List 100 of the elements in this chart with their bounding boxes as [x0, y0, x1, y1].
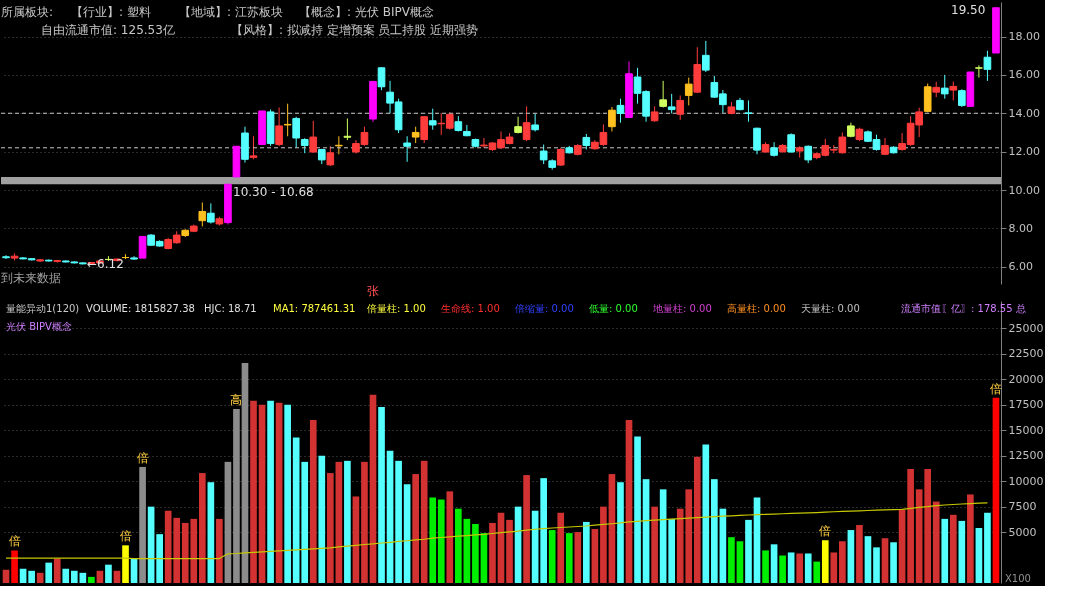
data-label: 高: [230, 392, 243, 407]
candlestick: [659, 80, 667, 109]
bar: [984, 512, 991, 583]
annotation: 倍量柱: 1.00: [367, 303, 426, 314]
annotation: HJC: 18.71: [204, 303, 257, 314]
y-tick-label: 6.00: [1008, 260, 1033, 274]
bar: [813, 561, 821, 583]
y-tick-label: 18.00: [1008, 30, 1040, 44]
annotation: 生命线: 1.00: [441, 303, 500, 314]
candlestick: [420, 116, 429, 144]
bar: [11, 550, 18, 583]
annotation: VOLUME: 1815827.38: [86, 303, 195, 314]
annotation: 地量柱: 0.00: [652, 303, 712, 314]
bar: [736, 541, 744, 583]
annotation: 到未来数据: [1, 271, 61, 285]
bar: [105, 564, 112, 583]
bar: [873, 547, 880, 583]
annotation: ←6.12: [87, 257, 124, 272]
candlestick: [667, 93, 676, 114]
bar: [668, 518, 676, 583]
y-tick-label: 8.00: [1008, 221, 1033, 235]
y-tick-label: 10000: [1008, 474, 1044, 488]
data-label: 倍: [8, 534, 21, 549]
bar: [762, 550, 769, 583]
bar: [779, 555, 786, 583]
annotation: 【风格】: 拟减持 定增预案 员工持股 近期强势: [231, 23, 479, 37]
candlestick: [403, 135, 411, 163]
bar: [446, 491, 454, 583]
y-tick-label: 14.00: [1008, 106, 1040, 120]
bar: [804, 553, 812, 583]
bar: [617, 482, 624, 583]
bar: [967, 494, 974, 583]
bar: [472, 523, 479, 583]
bar: [821, 540, 829, 583]
bar: [139, 466, 146, 583]
bar: [711, 479, 718, 583]
bar: [216, 518, 223, 583]
data-label: 倍: [989, 381, 1002, 396]
candlestick: [983, 50, 992, 82]
band-label: 10.30 - 10.68: [233, 185, 314, 200]
bar: [70, 570, 78, 583]
candlestick: [249, 135, 258, 160]
bar: [557, 512, 565, 583]
bar: [949, 514, 957, 583]
candlestick: [531, 112, 539, 132]
candlestick: [744, 99, 753, 123]
candlestick: [343, 117, 352, 141]
annotation: 张: [367, 284, 379, 298]
data-label: 倍: [819, 524, 832, 539]
y-tick-label: 7500: [1008, 500, 1037, 514]
candlestick: [138, 235, 147, 259]
bar: [420, 460, 428, 583]
candlestick: [753, 127, 761, 155]
bar: [839, 541, 846, 583]
bar: [267, 400, 274, 583]
bar: [88, 576, 95, 583]
bar: [156, 534, 163, 583]
candlestick: [684, 77, 693, 106]
bar: [250, 400, 257, 583]
bar: [890, 542, 897, 583]
bar: [233, 408, 240, 583]
y-tick-label: 16.00: [1008, 68, 1040, 82]
candlestick: [608, 106, 616, 132]
bar: [847, 530, 855, 583]
candlestick: [428, 108, 437, 131]
bar: [693, 456, 701, 583]
candlestick: [207, 202, 215, 225]
y-tick-label: 25000: [1008, 321, 1044, 335]
bar: [651, 506, 658, 583]
bar: [864, 536, 872, 583]
bar: [915, 489, 923, 583]
candlestick: [283, 103, 292, 137]
candlestick: [2, 254, 10, 260]
y-tick-label: 12.00: [1008, 145, 1040, 159]
bar: [489, 522, 496, 583]
bar: [455, 508, 462, 583]
bar: [898, 509, 906, 583]
bar: [540, 478, 547, 583]
candlestick: [975, 64, 983, 79]
bar: [583, 521, 590, 583]
bar: [198, 473, 206, 583]
bar: [506, 519, 513, 583]
bar: [830, 552, 838, 583]
y-tick-label: 17500: [1008, 398, 1044, 412]
y-tick-label: 20000: [1008, 372, 1044, 386]
bar: [924, 468, 932, 583]
y-tick-label: 15000: [1008, 423, 1044, 437]
candlestick: [377, 66, 386, 91]
candlestick: [940, 74, 949, 100]
bar: [412, 474, 419, 583]
bar: [437, 499, 445, 583]
bar: [62, 568, 70, 583]
bar: [591, 529, 599, 583]
text: X100: [1005, 573, 1031, 584]
candlestick: [787, 132, 795, 154]
annotation: MA1: 787461.31: [273, 303, 356, 314]
candlestick: [522, 105, 531, 142]
bar: [907, 468, 914, 583]
annotation: 倍缩量: 0.00: [515, 303, 574, 314]
bar: [361, 461, 368, 583]
